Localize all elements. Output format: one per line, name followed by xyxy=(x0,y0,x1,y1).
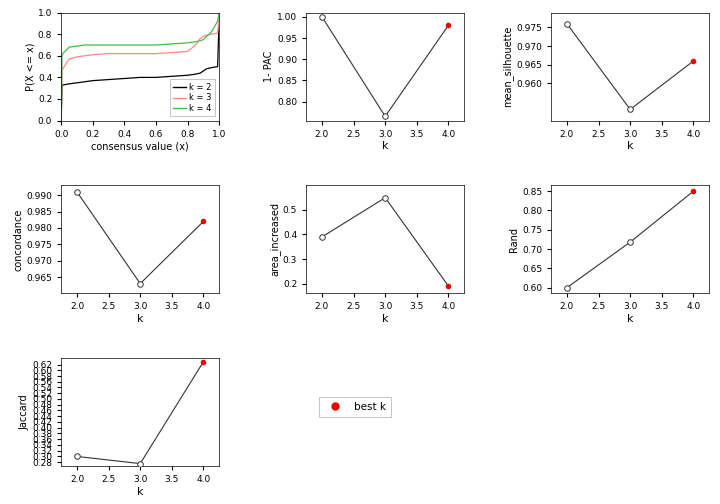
Y-axis label: Rand: Rand xyxy=(509,227,519,252)
Y-axis label: area_increased: area_increased xyxy=(269,203,280,276)
X-axis label: k: k xyxy=(627,142,634,151)
Y-axis label: mean_silhouette: mean_silhouette xyxy=(503,26,513,107)
Legend: best k: best k xyxy=(319,397,391,417)
Y-axis label: 1- PAC: 1- PAC xyxy=(264,51,274,82)
Legend: k = 2, k = 3, k = 4: k = 2, k = 3, k = 4 xyxy=(170,80,215,116)
X-axis label: k: k xyxy=(382,314,389,324)
X-axis label: k: k xyxy=(382,142,389,151)
Y-axis label: concordance: concordance xyxy=(14,208,24,271)
X-axis label: consensus value (x): consensus value (x) xyxy=(91,142,189,151)
X-axis label: k: k xyxy=(137,487,143,497)
X-axis label: k: k xyxy=(137,314,143,324)
Y-axis label: P(X <= x): P(X <= x) xyxy=(25,42,35,91)
X-axis label: k: k xyxy=(627,314,634,324)
Y-axis label: Jaccard: Jaccard xyxy=(19,395,30,430)
